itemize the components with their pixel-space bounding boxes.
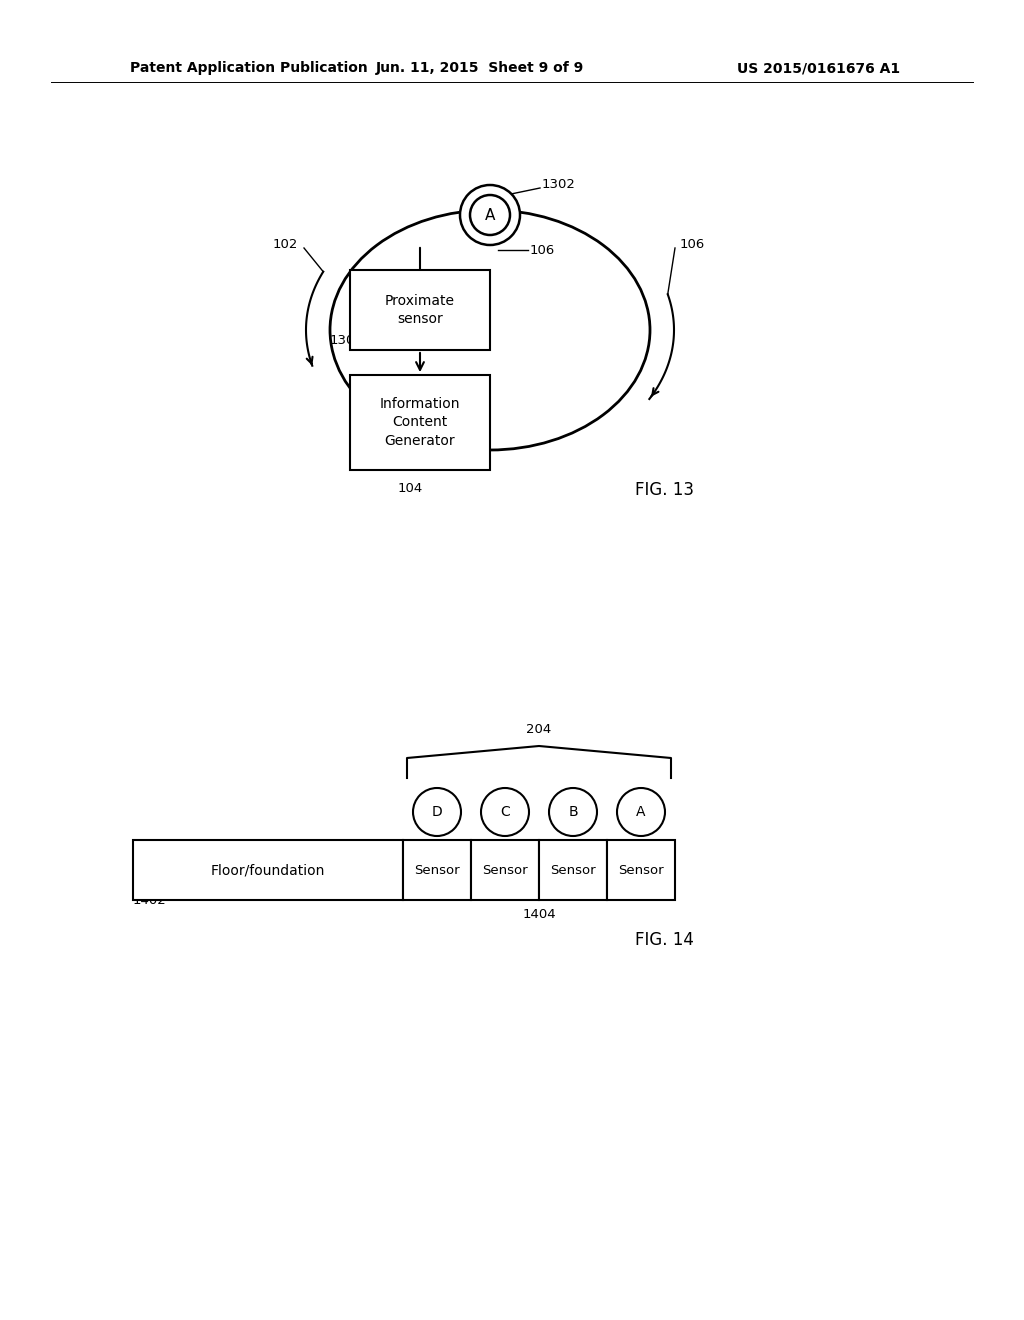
Text: Sensor: Sensor bbox=[482, 863, 527, 876]
Bar bbox=[403, 840, 471, 900]
Circle shape bbox=[617, 788, 665, 836]
Circle shape bbox=[460, 185, 520, 246]
Circle shape bbox=[481, 788, 529, 836]
Text: B: B bbox=[568, 805, 578, 818]
Text: 1304: 1304 bbox=[330, 334, 364, 346]
Text: Jun. 11, 2015  Sheet 9 of 9: Jun. 11, 2015 Sheet 9 of 9 bbox=[376, 61, 584, 75]
Text: 1302: 1302 bbox=[542, 178, 575, 191]
Bar bbox=[471, 840, 539, 900]
Text: A: A bbox=[484, 207, 496, 223]
Text: Proximate
sensor: Proximate sensor bbox=[385, 294, 455, 326]
Text: C: C bbox=[500, 805, 510, 818]
Text: Sensor: Sensor bbox=[550, 863, 596, 876]
Text: 1402: 1402 bbox=[133, 894, 167, 907]
Text: 102: 102 bbox=[272, 239, 298, 252]
Circle shape bbox=[413, 788, 461, 836]
Circle shape bbox=[549, 788, 597, 836]
Bar bbox=[607, 840, 675, 900]
Text: 1404: 1404 bbox=[522, 908, 556, 921]
Text: Floor/foundation: Floor/foundation bbox=[211, 863, 326, 876]
Text: A: A bbox=[636, 805, 646, 818]
Bar bbox=[350, 375, 490, 470]
Text: 106: 106 bbox=[679, 239, 705, 252]
Text: FIG. 14: FIG. 14 bbox=[635, 931, 694, 949]
Text: D: D bbox=[432, 805, 442, 818]
Bar bbox=[133, 840, 403, 900]
Text: Patent Application Publication: Patent Application Publication bbox=[130, 61, 368, 75]
Text: Sensor: Sensor bbox=[618, 863, 664, 876]
Circle shape bbox=[470, 195, 510, 235]
Text: FIG. 13: FIG. 13 bbox=[635, 480, 694, 499]
Text: 106: 106 bbox=[530, 243, 555, 256]
Text: Sensor: Sensor bbox=[414, 863, 460, 876]
Text: 204: 204 bbox=[526, 723, 552, 737]
Bar bbox=[539, 840, 607, 900]
Text: Information
Content
Generator: Information Content Generator bbox=[380, 397, 460, 447]
Text: US 2015/0161676 A1: US 2015/0161676 A1 bbox=[737, 61, 900, 75]
Bar bbox=[350, 271, 490, 350]
Text: 104: 104 bbox=[398, 482, 423, 495]
